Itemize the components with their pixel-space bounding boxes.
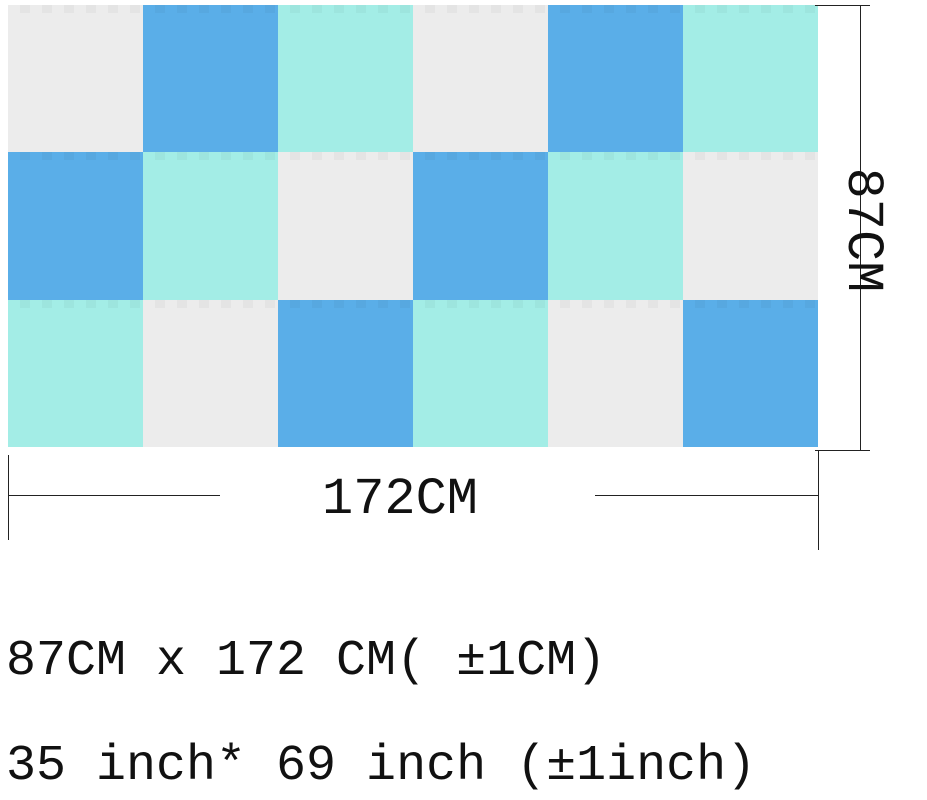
mat-tile-mint xyxy=(413,299,548,447)
width-dimension-line-right xyxy=(595,495,818,496)
imperial-size-text: 35 inch* 69 inch (±1inch) xyxy=(6,738,757,795)
height-top-tick xyxy=(815,5,870,6)
mat-tile-white xyxy=(413,5,548,153)
mat-tile-mint xyxy=(278,5,413,153)
mat-tile-mint xyxy=(683,5,818,153)
mat-tile-mint xyxy=(8,299,143,447)
mat-tile-mint xyxy=(143,152,278,300)
mat-tile-blue xyxy=(413,152,548,300)
height-label: 87CM xyxy=(833,167,892,293)
puzzle-mat xyxy=(8,5,818,447)
mat-tile-blue xyxy=(8,152,143,300)
mat-tile-blue xyxy=(683,299,818,447)
mat-tile-white xyxy=(8,5,143,153)
mat-tile-white xyxy=(683,152,818,300)
height-dimension-line xyxy=(860,5,861,451)
mat-tile-white xyxy=(143,299,278,447)
height-bottom-tick xyxy=(815,450,870,451)
width-label: 172CM xyxy=(321,470,479,529)
mat-tile-blue xyxy=(143,5,278,153)
width-left-tick xyxy=(8,455,9,540)
width-dimension-line-left xyxy=(8,495,220,496)
mat-tile-mint xyxy=(548,152,683,300)
width-right-tick xyxy=(818,450,819,550)
mat-tile-white xyxy=(548,299,683,447)
mat-tile-blue xyxy=(278,299,413,447)
metric-size-text: 87CM x 172 CM( ±1CM) xyxy=(6,633,607,690)
mat-tile-blue xyxy=(548,5,683,153)
mat-tile-white xyxy=(278,152,413,300)
